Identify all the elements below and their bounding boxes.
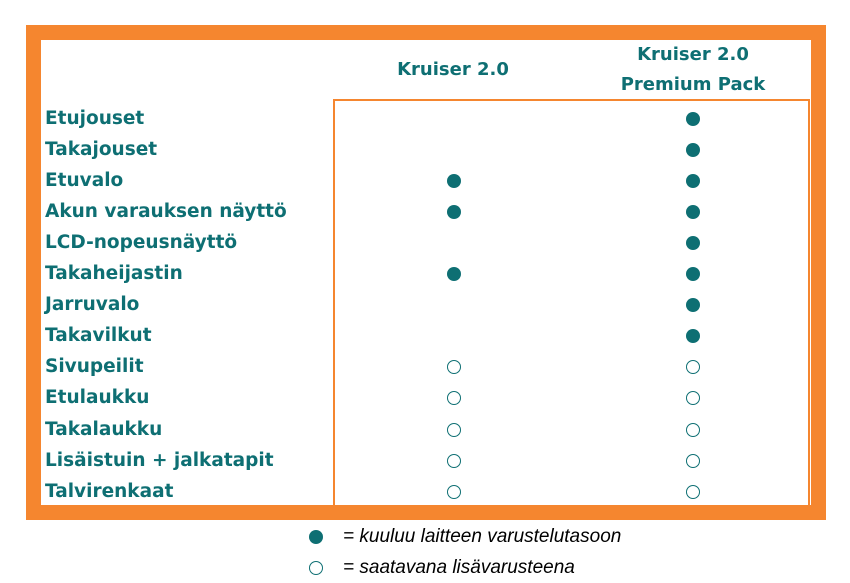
empty-circle-icon (686, 453, 700, 468)
table-row: LCD-nopeusnäyttö (0, 227, 850, 258)
empty-circle-icon (447, 360, 461, 375)
feature-label: Etujouset (45, 108, 145, 129)
column-header-line: Kruiser 2.0 (637, 44, 749, 65)
table-row: Jarruvalo (0, 289, 850, 320)
feature-label: Etuvalo (45, 170, 124, 192)
filled-circle-icon (447, 205, 461, 220)
filled-circle-icon (686, 329, 700, 344)
table-row: Lisäistuin + jalkatapit (0, 445, 850, 476)
legend-item-optional: = saatavana lisävarusteena (0, 553, 850, 583)
empty-circle-icon (686, 391, 700, 406)
filled-circle-icon (686, 143, 700, 158)
feature-label: Takajouset (45, 139, 158, 161)
filled-circle-icon (686, 205, 700, 220)
column-header-line: Kruiser 2.0 (397, 59, 509, 80)
feature-label: Akun varauksen näyttö (45, 201, 287, 223)
filled-circle-icon (447, 174, 461, 189)
filled-circle-icon (686, 267, 700, 282)
filled-circle-icon (686, 236, 700, 251)
table-row: Takavilkut (0, 320, 850, 351)
table-row: Takajouset (0, 134, 850, 165)
table-row: Sivupeilit (0, 351, 850, 382)
filled-circle-icon (686, 112, 700, 126)
column-header-kruiser: Kruiser 2.0 (353, 55, 553, 85)
empty-circle-icon (447, 453, 461, 468)
feature-label: Jarruvalo (45, 294, 140, 316)
empty-circle-icon (686, 360, 700, 375)
feature-label: Takavilkut (45, 325, 152, 347)
column-header-line: Premium Pack (620, 74, 766, 95)
column-header-kruiser-premium: Kruiser 2.0 Premium Pack (593, 40, 793, 100)
feature-label: LCD-nopeusnäyttö (45, 232, 238, 254)
legend-item-included: = kuuluu laitteen varustelutasoon (0, 522, 850, 552)
legend-text: = saatavana lisävarusteena (343, 557, 575, 578)
table-row: Etuvalo (0, 165, 850, 196)
empty-circle-icon (686, 484, 700, 499)
feature-label: Takaheijastin (45, 263, 183, 285)
feature-label: Lisäistuin + jalkatapit (45, 449, 274, 471)
feature-label: Etulaukku (45, 387, 150, 409)
table-row: Etujouset (0, 103, 850, 134)
empty-circle-icon (447, 422, 461, 437)
empty-circle-icon (686, 422, 700, 437)
filled-circle-icon (309, 530, 323, 544)
table-row: Talvirenkaat (0, 476, 850, 507)
table-row: Takaheijastin (0, 258, 850, 289)
empty-circle-icon (447, 391, 461, 406)
feature-label: Sivupeilit (45, 356, 144, 378)
empty-circle-icon (447, 484, 461, 499)
table-row: Takalaukku (0, 414, 850, 445)
legend-text: = kuuluu laitteen varustelutasoon (343, 526, 622, 547)
feature-label: Talvirenkaat (45, 480, 174, 502)
values-area (333, 99, 810, 507)
table-row: Akun varauksen näyttö (0, 196, 850, 227)
feature-label: Takalaukku (45, 418, 163, 440)
filled-circle-icon (686, 174, 700, 189)
table-row: Etulaukku (0, 382, 850, 413)
empty-circle-icon (309, 561, 323, 575)
filled-circle-icon (447, 267, 461, 282)
filled-circle-icon (686, 298, 700, 313)
comparison-table (41, 40, 811, 505)
